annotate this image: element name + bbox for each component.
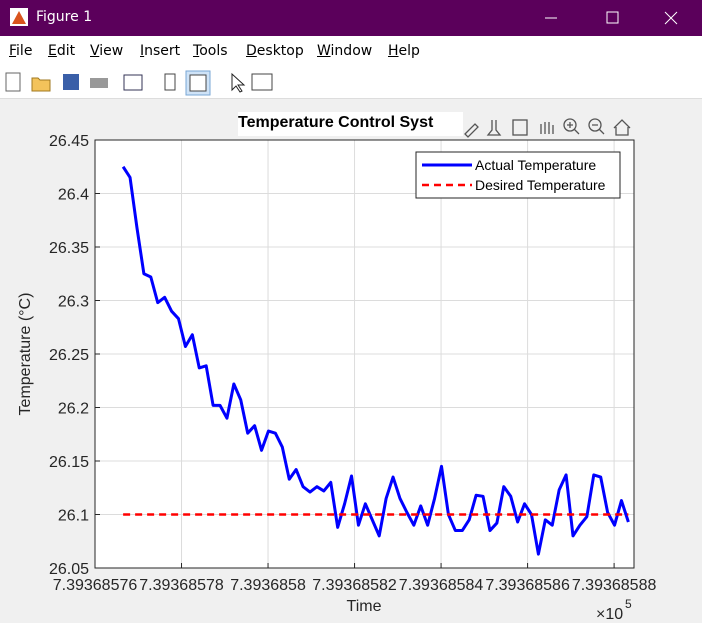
axes-toolbar[interactable] <box>464 118 631 138</box>
toolbar <box>0 66 702 99</box>
legend-box <box>415 151 621 199</box>
link-icon[interactable] <box>123 74 143 91</box>
menu-item[interactable]: Edit <box>48 43 76 59</box>
legend: Actual Temperature Desired Temperature <box>415 151 621 199</box>
series-line <box>121 165 630 556</box>
y-tick-label: 26.2 <box>58 401 89 418</box>
x-tick-label: 7.39368584 <box>399 577 484 594</box>
chart-title: Temperature Control Syst <box>238 114 434 131</box>
y-tick-label: 26.35 <box>49 240 89 257</box>
title-background <box>238 112 463 136</box>
legend-label: Desired Temperature <box>475 177 606 193</box>
menu-item[interactable]: Help <box>388 43 420 59</box>
window-title: Figure 1 <box>36 9 93 25</box>
menu-item[interactable]: Window <box>317 43 373 59</box>
menu-item[interactable]: Desktop <box>246 43 304 59</box>
open-icon[interactable] <box>31 77 51 92</box>
print-icon[interactable] <box>90 78 108 88</box>
window-controls[interactable] <box>502 0 702 36</box>
y-tick-label: 26.45 <box>49 133 89 150</box>
x-tick-label: 7.39368588 <box>572 577 657 594</box>
menu-item[interactable]: View <box>90 43 124 59</box>
x-exponent: 5 <box>625 597 632 611</box>
y-tick-label: 26.1 <box>58 508 89 525</box>
title-bar: Figure 1 <box>0 0 702 36</box>
y-tick-label: 26.4 <box>58 187 89 204</box>
x-axis-label: Time <box>347 598 382 615</box>
x-tick-label: 7.39368586 <box>485 577 570 594</box>
close[interactable] <box>664 11 678 25</box>
x-multiplier: ×10 <box>596 606 623 623</box>
save-icon[interactable] <box>63 74 79 90</box>
menu-item[interactable]: Tools <box>193 43 228 59</box>
menu-bar: File Edit View Insert Tools Desktop Wind… <box>0 36 702 66</box>
menu-item[interactable]: File <box>9 43 33 59</box>
y-tick-label: 26.3 <box>58 294 89 311</box>
x-tick-label: 7.39368578 <box>139 577 224 594</box>
app-icon <box>10 8 28 26</box>
colorbar-icon[interactable] <box>164 73 176 91</box>
new-icon[interactable] <box>5 72 21 92</box>
property-icon[interactable] <box>251 73 273 91</box>
x-tick-label: 7.39368576 <box>53 577 138 594</box>
y-tick-label: 26.25 <box>49 347 89 364</box>
legend-label: Actual Temperature <box>475 157 596 173</box>
axes-box <box>94 139 635 569</box>
y-axis-label: Temperature (°C) <box>17 293 34 416</box>
pointer-icon[interactable] <box>231 72 246 93</box>
y-tick-label: 26.15 <box>49 454 89 471</box>
y-tick-label: 26.05 <box>49 561 89 578</box>
x-tick-label: 7.39368582 <box>312 577 397 594</box>
maximize[interactable] <box>606 11 619 24</box>
menu-item[interactable]: Insert <box>140 43 181 59</box>
toolbar-icons[interactable] <box>0 66 300 98</box>
x-tick-label: 7.3936858 <box>230 577 306 594</box>
figure: Temperature Control Syst Temperature (°C… <box>17 112 657 623</box>
